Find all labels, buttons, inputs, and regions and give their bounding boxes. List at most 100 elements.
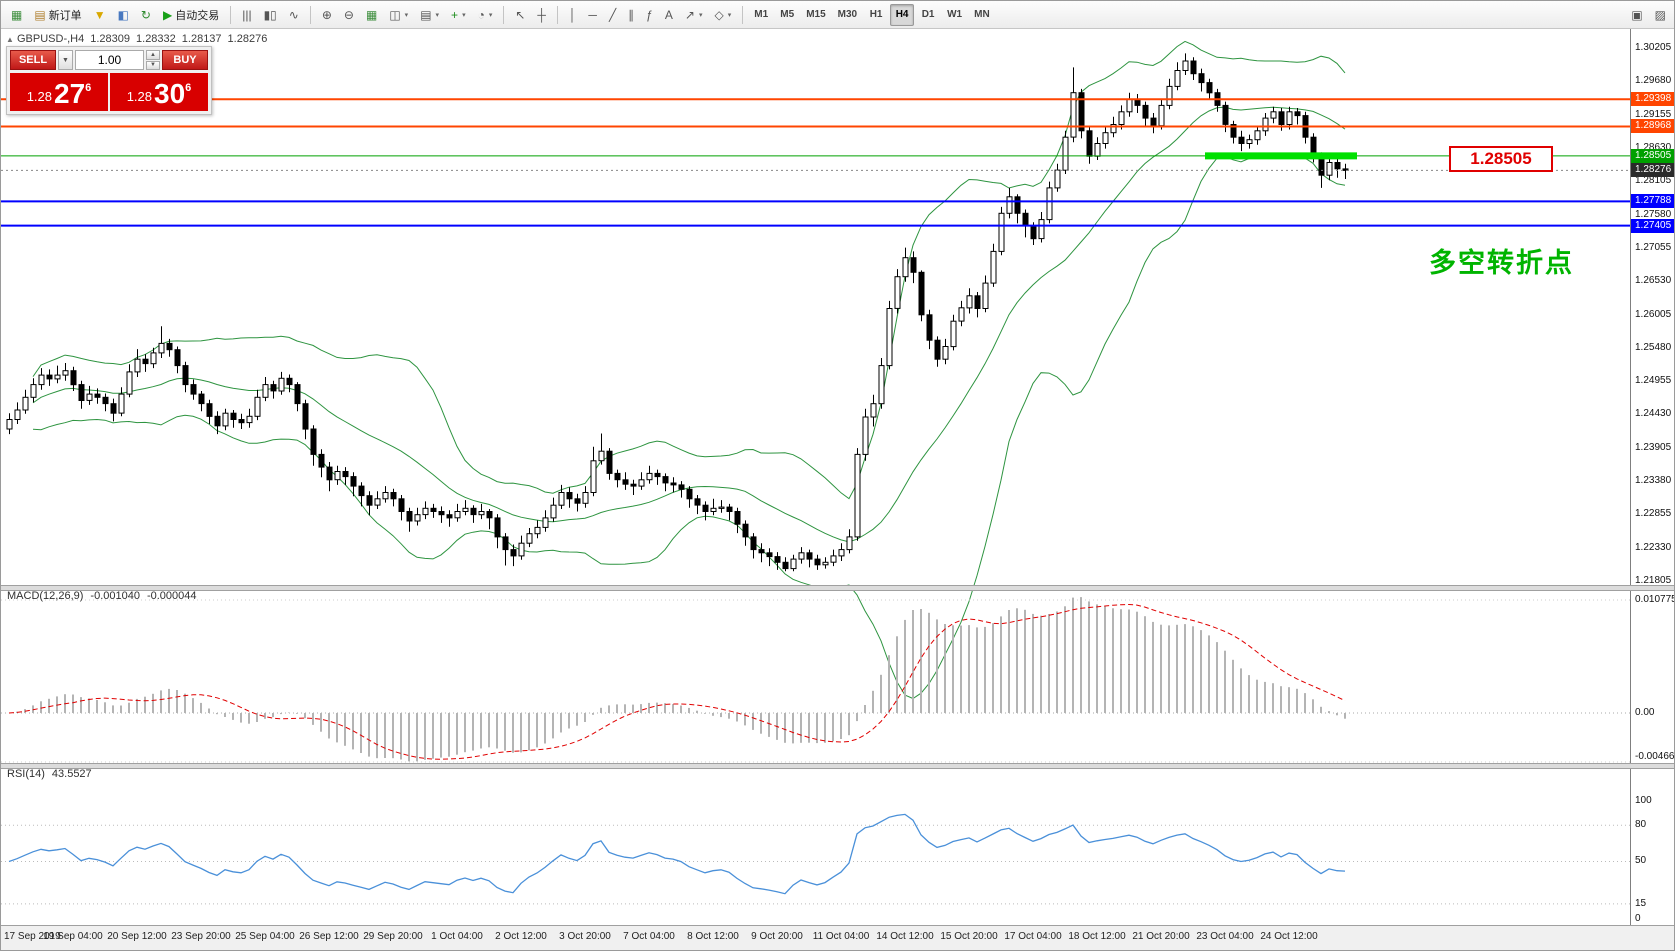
bar-chart-button[interactable]: ||| xyxy=(237,4,256,26)
toolbar: ▦ ▤ 新订单 ▼ ◧ ↻ ▶ 自动交易 ||| ▮▯ ∿ ⊕ ⊖ ▦ ◫ ▾ ▤ ▾ + ▾ ◔ ▾ ↖ ┼ │ ─ ╱ ∥ ƒ A ↗ ▾… xyxy=(1,1,1674,29)
vertical-line-button[interactable]: │ xyxy=(564,4,582,26)
line-chart-button[interactable]: ∿ xyxy=(284,4,304,26)
candlestick-chart-button[interactable]: ▮▯ xyxy=(259,4,282,26)
ohlc-high: 1.28332 xyxy=(136,33,176,45)
volume-down-icon[interactable]: ▼ xyxy=(146,60,160,70)
chart-plot[interactable] xyxy=(1,29,1675,925)
timeframe-w1-button[interactable]: W1 xyxy=(947,9,963,20)
chevron-down-icon: ▾ xyxy=(404,11,409,19)
buy-price-display[interactable]: 1.28 30 6 xyxy=(110,73,208,111)
sell-price-base: 1.28 xyxy=(26,89,53,104)
new-chart-icon: ▦ xyxy=(11,7,23,22)
macd-scale-label: 0.00 xyxy=(1635,707,1655,718)
chevron-down-icon: ▾ xyxy=(727,11,732,19)
price-scale-label: 1.21805 xyxy=(1635,575,1672,586)
arrange-windows-icon: ▣ xyxy=(1631,7,1643,22)
ohlc-low: 1.28137 xyxy=(181,33,222,45)
rsi-value: 43.5527 xyxy=(51,768,92,780)
panel-collapse-icon[interactable]: ▲ xyxy=(6,35,14,44)
timeframe-h1-button[interactable]: H1 xyxy=(869,9,883,20)
cascade-windows-icon: ◫ xyxy=(389,7,401,22)
time-label: 18 Oct 12:00 xyxy=(1068,931,1126,942)
price-scale-label: 1.26005 xyxy=(1635,309,1672,320)
price-scale[interactable]: 1.30205 1.29680 1.29155 1.28630 1.28105 1.275… xyxy=(1630,29,1675,925)
price-scale-label: 1.23380 xyxy=(1635,475,1672,486)
time-label: 29 Sep 20:00 xyxy=(363,931,423,942)
refresh-button[interactable]: ↻ xyxy=(136,4,156,26)
buy-button[interactable]: BUY xyxy=(162,50,208,70)
time-label: 17 Sep 2019 xyxy=(4,931,61,942)
new-order-button[interactable]: ▤ 新订单 xyxy=(29,4,86,26)
macd-scale-label: -0.004668 xyxy=(1635,751,1675,762)
channel-icon: ∥ xyxy=(628,7,635,22)
periods-button[interactable]: ◔ ▾ xyxy=(473,4,498,26)
price-scale-label: 1.24430 xyxy=(1635,408,1672,419)
price-level-callout[interactable]: 1.28505 xyxy=(1449,146,1553,172)
volume-dropdown-icon[interactable]: ▼ xyxy=(58,50,73,70)
timeframe-h4-button[interactable]: H4 xyxy=(890,3,915,26)
time-label: 14 Oct 12:00 xyxy=(876,931,934,942)
channel-button[interactable]: ∥ xyxy=(623,4,639,26)
toolbar-right-group: ▣ ▨ xyxy=(1625,4,1672,26)
price-scale-label: 1.22855 xyxy=(1635,508,1672,519)
shapes-button[interactable]: ◇ ▾ xyxy=(709,4,736,26)
volume-input[interactable] xyxy=(75,50,144,70)
macd-panel-separator[interactable] xyxy=(1,585,1674,591)
time-label: 23 Sep 20:00 xyxy=(171,931,231,942)
fibonacci-button[interactable]: ƒ xyxy=(641,4,658,26)
volume-up-icon[interactable]: ▲ xyxy=(146,50,160,60)
crosshair-icon: ┼ xyxy=(537,7,546,22)
line-chart-icon: ∿ xyxy=(288,7,299,22)
time-label: 17 Oct 04:00 xyxy=(1004,931,1062,942)
zoom-in-button[interactable]: ⊕ xyxy=(317,4,337,26)
trendline-button[interactable]: ╱ xyxy=(604,4,621,26)
arrows-button[interactable]: ↗ ▾ xyxy=(680,4,708,26)
horizontal-line-button[interactable]: ─ xyxy=(583,4,602,26)
chart-header: GBPUSD-,H4 1.28309 1.28332 1.28137 1.282… xyxy=(17,33,267,45)
zoom-out-button[interactable]: ⊖ xyxy=(339,4,359,26)
fibonacci-icon: ƒ xyxy=(646,7,653,22)
new-order-label: 新订单 xyxy=(48,9,82,22)
arrange-windows-button[interactable]: ▣ xyxy=(1626,4,1647,26)
level-lines[interactable] xyxy=(1,98,1630,227)
time-axis[interactable]: 17 Sep 2019 19 Sep 04:00 20 Sep 12:00 23 Se… xyxy=(1,925,1674,950)
crosshair-button[interactable]: ┼ xyxy=(532,4,551,26)
new-order-icon: ▤ xyxy=(34,7,46,22)
new-chart-button[interactable]: ▦ xyxy=(6,4,27,26)
chart-options-button[interactable]: ▨ xyxy=(1650,4,1671,26)
text-button[interactable]: A xyxy=(660,4,678,26)
time-label: 11 Oct 04:00 xyxy=(812,931,870,942)
timeframe-m30-button[interactable]: M30 xyxy=(837,9,858,20)
cascade-windows-button[interactable]: ◫ ▾ xyxy=(384,4,413,26)
profiles-button[interactable]: ▼ xyxy=(89,4,111,26)
chevron-down-icon: ▾ xyxy=(435,11,440,19)
toolbar-separator xyxy=(556,5,558,24)
timeframe-d1-button[interactable]: D1 xyxy=(921,9,935,20)
vertical-line-icon: │ xyxy=(568,7,577,22)
timeframe-m1-button[interactable]: M1 xyxy=(754,9,769,20)
time-label: 15 Oct 20:00 xyxy=(940,931,998,942)
price-tag-1.27788: 1.27788 xyxy=(1631,194,1674,208)
rsi-panel-separator[interactable] xyxy=(1,763,1674,769)
sell-button[interactable]: SELL xyxy=(10,50,56,70)
timeframe-m5-button[interactable]: M5 xyxy=(780,9,795,20)
market-watch-button[interactable]: ◧ xyxy=(113,4,134,26)
horizontal-line-icon: ─ xyxy=(588,7,597,22)
sell-price-display[interactable]: 1.28 27 6 xyxy=(10,73,108,111)
turning-point-annotation[interactable]: 多空转折点 xyxy=(1429,248,1574,278)
rsi-scale-label: 15 xyxy=(1635,898,1647,909)
templates-button[interactable]: ▤ ▾ xyxy=(415,4,444,26)
indicators-button[interactable]: + ▾ xyxy=(446,4,471,26)
trendline-icon: ╱ xyxy=(608,7,617,22)
cursor-button[interactable]: ↖ xyxy=(510,4,530,26)
chevron-down-icon: ▾ xyxy=(462,11,466,19)
tile-windows-button[interactable]: ▦ xyxy=(361,4,382,26)
timeframe-mn-button[interactable]: MN xyxy=(974,9,990,20)
time-label: 9 Oct 20:00 xyxy=(751,931,803,942)
price-scale-label: 1.30205 xyxy=(1635,42,1672,53)
timeframe-m15-button[interactable]: M15 xyxy=(806,9,826,20)
chevron-down-icon: ▾ xyxy=(698,11,703,19)
time-label: 8 Oct 12:00 xyxy=(687,931,739,942)
price-scale-label: 1.28630 xyxy=(1635,142,1672,153)
autotrading-button[interactable]: ▶ 自动交易 xyxy=(158,4,224,26)
